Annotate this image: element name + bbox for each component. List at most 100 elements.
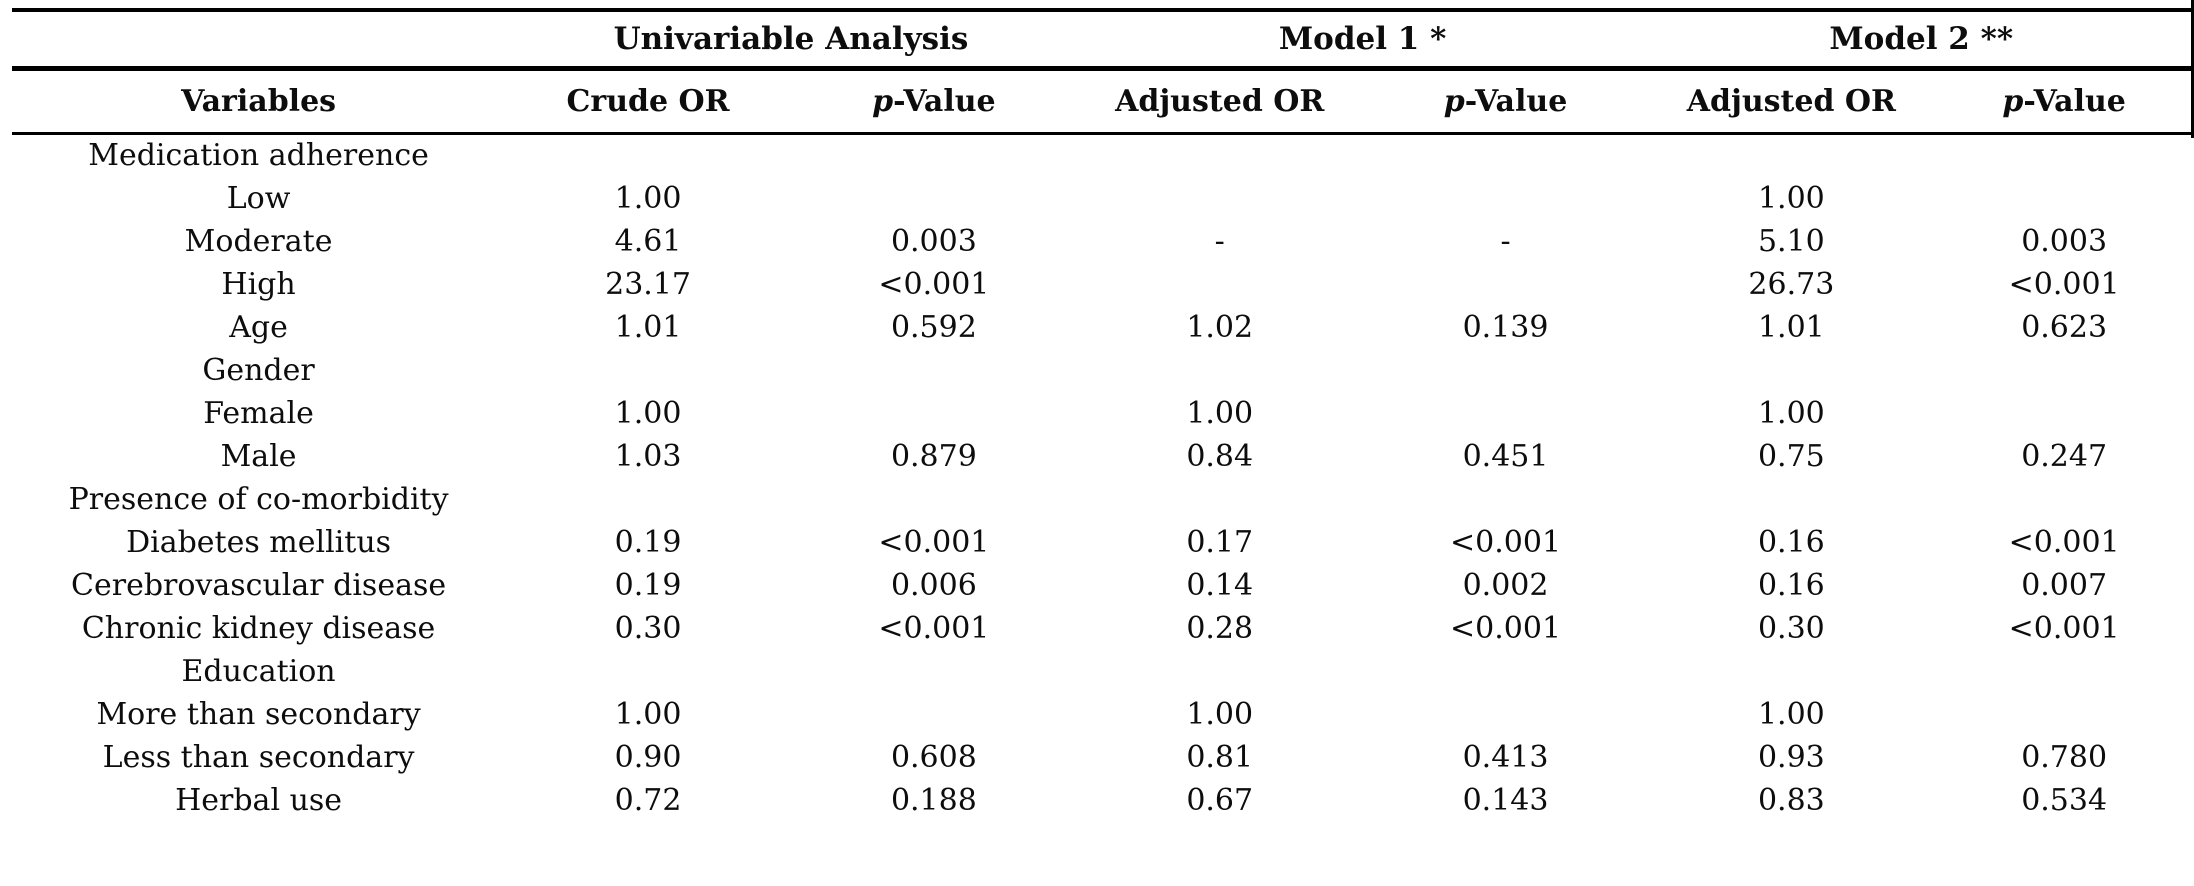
model1-adjusted-or-cell: 0.14 xyxy=(1186,567,1254,603)
variable-cell: Gender xyxy=(202,352,315,388)
model1-adjusted-or-cell: - xyxy=(1214,223,1225,259)
crude-or-cell: 1.00 xyxy=(614,696,682,732)
group-header-empty xyxy=(12,10,506,71)
crude-or-cell: 0.72 xyxy=(614,782,682,818)
variable-cell: High xyxy=(221,266,296,302)
model2-p-value-cell xyxy=(1934,478,2194,521)
table-row: Cerebrovascular disease 0.19 0.006 0.14 … xyxy=(12,564,2194,607)
model2-adjusted-or-cell xyxy=(1648,349,1934,392)
model2-adjusted-or-cell: 0.16 xyxy=(1757,524,1825,560)
crude-or-cell xyxy=(505,650,791,693)
crude-or-cell: 1.00 xyxy=(614,395,682,431)
model2-p-value-cell: 0.780 xyxy=(2021,739,2108,775)
crude-p-value-cell: <0.001 xyxy=(878,610,990,646)
variable-cell: Education xyxy=(181,653,336,689)
crude-or-cell: 4.61 xyxy=(614,223,682,259)
model1-adjusted-or-cell xyxy=(1077,177,1363,220)
crude-p-value-cell xyxy=(791,693,1077,736)
page-right-edge-line xyxy=(2191,0,2194,138)
group-header-row: Univariable Analysis Model 1 * Model 2 *… xyxy=(12,10,2194,71)
crude-or-cell: 1.03 xyxy=(614,438,682,474)
model1-adjusted-or-cell: 0.67 xyxy=(1186,782,1254,818)
variable-cell: Moderate xyxy=(184,223,333,259)
model1-adjusted-or-cell xyxy=(1077,650,1363,693)
model1-p-value-cell xyxy=(1363,349,1649,392)
variable-cell: Female xyxy=(203,395,314,431)
table-row: Male 1.03 0.879 0.84 0.451 0.75 0.247 xyxy=(12,435,2194,478)
variable-cell: Presence of co-morbidity xyxy=(68,481,449,517)
model2-adjusted-or-cell: 0.75 xyxy=(1757,438,1825,474)
model1-adjusted-or-cell: 0.81 xyxy=(1186,739,1254,775)
group-header-model1: Model 1 * xyxy=(1076,10,1649,71)
crude-or-cell xyxy=(505,478,791,521)
model2-p-value-cell: 0.623 xyxy=(2021,309,2108,345)
model1-p-value-cell: 0.139 xyxy=(1462,309,1549,345)
crude-or-cell: 0.19 xyxy=(614,524,682,560)
model2-adjusted-or-cell: 1.00 xyxy=(1757,180,1825,216)
model2-adjusted-or-cell: 0.30 xyxy=(1757,610,1825,646)
model2-p-value-cell xyxy=(1934,349,2194,392)
column-header-crude-or: Crude OR xyxy=(505,68,791,135)
crude-or-cell: 23.17 xyxy=(605,266,691,302)
model1-p-value-cell: - xyxy=(1500,223,1511,259)
model2-adjusted-or-cell: 5.10 xyxy=(1757,223,1825,259)
model1-p-value-cell: <0.001 xyxy=(1450,610,1562,646)
model1-p-value-cell: 0.451 xyxy=(1462,438,1549,474)
crude-p-value-cell: 0.608 xyxy=(890,739,977,775)
variable-cell: Male xyxy=(220,438,297,474)
table-row: Presence of co-morbidity xyxy=(12,478,2194,521)
group-header-univariable: Univariable Analysis xyxy=(505,10,1077,71)
model2-p-value-cell: 0.534 xyxy=(2021,782,2108,818)
crude-p-value-cell xyxy=(791,134,1077,177)
column-header-adjusted-or-model2: Adjusted OR xyxy=(1648,68,1935,135)
model1-adjusted-or-cell: 0.17 xyxy=(1186,524,1254,560)
crude-p-value-cell xyxy=(791,349,1077,392)
model2-p-value-cell xyxy=(1934,177,2194,220)
crude-or-cell: 1.00 xyxy=(614,180,682,216)
model2-p-value-cell: 0.007 xyxy=(2021,567,2108,603)
p-italic: p xyxy=(2002,84,2024,119)
crude-or-cell xyxy=(505,134,791,177)
variable-cell: Cerebrovascular disease xyxy=(71,567,447,603)
crude-or-cell xyxy=(505,349,791,392)
model1-p-value-cell: <0.001 xyxy=(1450,524,1562,560)
model2-p-value-cell: <0.001 xyxy=(2008,610,2120,646)
model1-adjusted-or-cell: 1.00 xyxy=(1186,395,1254,431)
table-row: High 23.17 <0.001 26.73 <0.001 xyxy=(12,263,2194,306)
table-row: More than secondary 1.00 1.00 1.00 xyxy=(12,693,2194,736)
column-header-p-value-model2: p-Value xyxy=(1934,68,2194,135)
model1-adjusted-or-cell xyxy=(1077,263,1363,306)
group-header-model2: Model 2 ** xyxy=(1648,10,2194,71)
model2-p-value-cell: <0.001 xyxy=(2008,524,2120,560)
table-row: Age 1.01 0.592 1.02 0.139 1.01 0.623 xyxy=(12,306,2194,349)
p-rest: -Value xyxy=(1464,84,1568,119)
regression-table-area: Univariable Analysis Model 1 * Model 2 *… xyxy=(12,0,2194,822)
table-body: Medication adherence Low 1.00 1.00 Moder… xyxy=(12,134,2194,822)
crude-or-cell: 1.01 xyxy=(614,309,682,345)
column-header-row: Variables Crude OR p-Value Adjusted OR p… xyxy=(12,68,2194,135)
table-row: Moderate 4.61 0.003 - - 5.10 0.003 xyxy=(12,220,2194,263)
crude-p-value-cell xyxy=(791,392,1077,435)
crude-p-value-cell: 0.006 xyxy=(890,567,977,603)
variable-cell: Less than secondary xyxy=(102,739,415,775)
model2-adjusted-or-cell xyxy=(1648,134,1934,177)
column-header-p-value-univariable: p-Value xyxy=(790,68,1077,135)
model1-p-value-cell: 0.143 xyxy=(1462,782,1549,818)
table-row: Female 1.00 1.00 1.00 xyxy=(12,392,2194,435)
model1-p-value-cell xyxy=(1363,263,1649,306)
model1-p-value-cell xyxy=(1363,392,1649,435)
model1-adjusted-or-cell: 0.28 xyxy=(1186,610,1254,646)
column-header-p-value-model1: p-Value xyxy=(1362,68,1649,135)
crude-p-value-cell xyxy=(791,478,1077,521)
model2-p-value-cell xyxy=(1934,693,2194,736)
table-row: Chronic kidney disease 0.30 <0.001 0.28 … xyxy=(12,607,2194,650)
model2-adjusted-or-cell xyxy=(1648,650,1934,693)
model1-p-value-cell xyxy=(1363,134,1649,177)
variable-cell: More than secondary xyxy=(96,696,421,732)
table-row: Gender xyxy=(12,349,2194,392)
crude-p-value-cell: <0.001 xyxy=(878,266,990,302)
model2-adjusted-or-cell: 26.73 xyxy=(1748,266,1835,302)
model1-adjusted-or-cell: 1.02 xyxy=(1186,309,1254,345)
crude-p-value-cell: <0.001 xyxy=(878,524,990,560)
model2-p-value-cell: 0.003 xyxy=(2021,223,2108,259)
